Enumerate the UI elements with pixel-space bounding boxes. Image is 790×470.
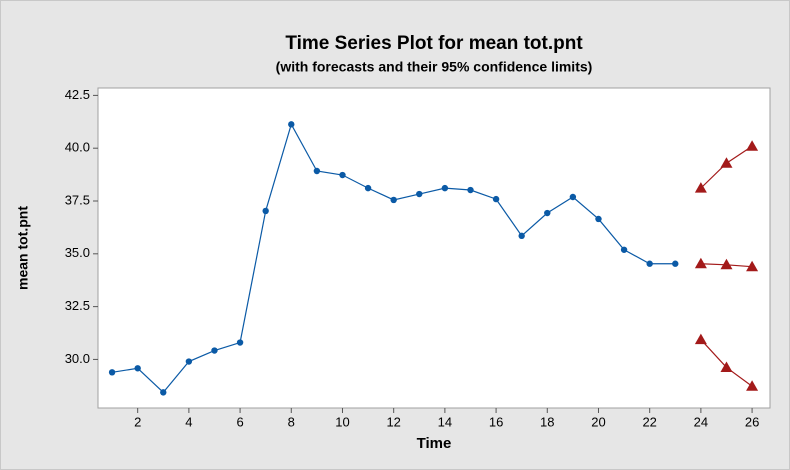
x-tick-label: 16 [489,414,503,429]
y-tick-label: 40.0 [65,140,90,155]
x-tick-label: 26 [745,414,759,429]
forecast-marker [694,333,707,345]
data-point [620,246,628,253]
data-point [339,171,346,179]
x-tick-label: 20 [591,414,605,429]
data-point [185,358,193,365]
x-tick-label: 22 [642,414,656,429]
data-point [211,347,218,354]
x-tick-label: 14 [438,414,452,429]
forecast-marker [746,380,759,391]
data-point [595,215,602,223]
x-axis-label: Time [417,435,452,452]
x-tick-label: 6 [236,414,243,429]
x-tick-label: 18 [540,414,554,429]
data-point [416,190,423,198]
data-point [467,186,474,194]
data-point [134,365,141,372]
forecast-marker [694,182,707,193]
data-point [160,389,167,396]
y-tick-label: 35.0 [65,245,90,260]
x-tick-label: 24 [694,414,708,429]
data-point [262,207,269,215]
forecast-marker [720,258,733,270]
forecast-marker [720,157,733,168]
data-point [569,193,577,201]
chart-title: Time Series Plot for mean tot.pnt [285,33,583,54]
data-point [544,209,551,217]
data-point [313,167,321,175]
y-tick-label: 32.5 [65,298,90,313]
y-tick-label: 37.5 [65,192,90,207]
data-point [236,339,244,346]
forecast-marker [746,260,759,272]
chart-subtitle: (with forecasts and their 95% confidence… [276,59,593,75]
x-tick-label: 4 [185,414,192,429]
forecast-marker [720,361,733,372]
data-point [288,121,295,128]
y-tick-label: 30.0 [65,351,90,366]
y-tick-label: 42.5 [65,87,90,102]
x-tick-label: 10 [335,414,349,429]
data-point [108,369,116,376]
data-point [672,260,679,267]
forecast-marker [746,140,759,151]
x-tick-label: 2 [134,414,141,429]
data-point [364,184,372,192]
data-point [441,184,449,192]
data-point [518,232,525,240]
plot-area [97,87,771,409]
data-point [390,196,397,204]
data-point [646,260,653,267]
y-axis-label: mean tot.pnt [15,206,31,290]
data-point [492,195,500,203]
x-tick-label: 8 [288,414,295,429]
x-tick-label: 12 [386,414,400,429]
forecast-marker [694,257,707,269]
